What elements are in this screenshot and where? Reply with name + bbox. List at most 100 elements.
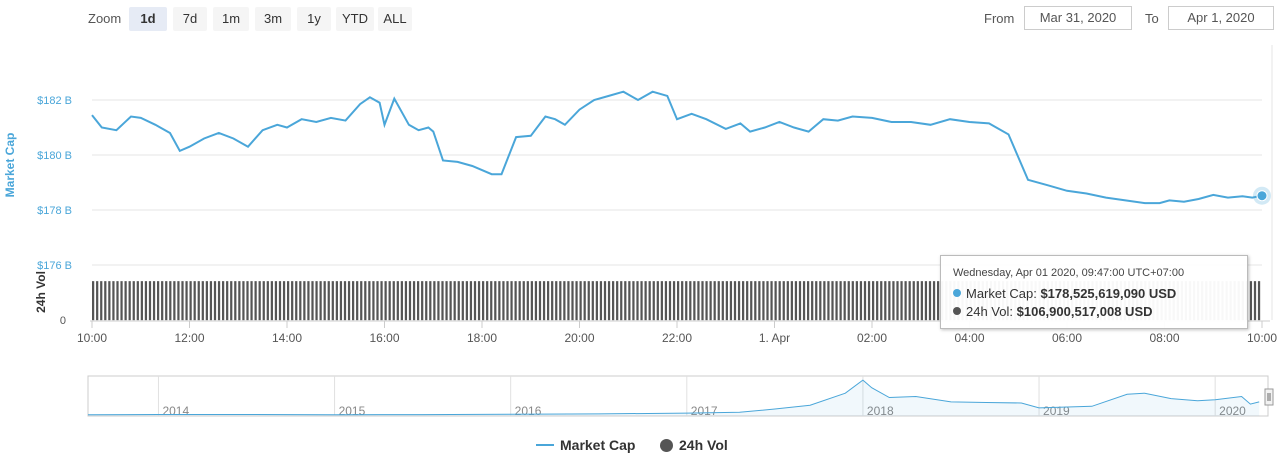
tooltip-market-cap-label: Market Cap: [966, 286, 1037, 301]
volume-bar [96, 281, 99, 321]
volume-bar [685, 281, 688, 321]
volume-bar [607, 281, 611, 321]
volume-bar [368, 281, 371, 321]
navigator-handle-icon [1264, 388, 1274, 406]
volume-bar [636, 281, 639, 321]
volume-bar [778, 281, 781, 321]
volume-bar [835, 281, 838, 321]
legend-volume-label: 24h Vol [679, 437, 728, 453]
volume-tick-label: 0 [60, 315, 66, 327]
volume-bar [347, 281, 351, 321]
y-tick-label: $182 B [37, 95, 72, 107]
legend-market-cap[interactable]: Market Cap [536, 437, 635, 453]
volume-bar [599, 281, 603, 321]
volume-bar [770, 281, 773, 321]
volume-bar [343, 281, 347, 321]
volume-bar [900, 281, 903, 321]
volume-bar [295, 281, 298, 321]
volume-bar [408, 281, 412, 321]
volume-bar [705, 281, 708, 321]
volume-bar [754, 281, 757, 321]
volume-bar [120, 281, 123, 321]
volume-bar [555, 281, 558, 321]
volume-bar [258, 281, 261, 321]
volume-bar [396, 281, 399, 321]
zoom-label: Zoom [88, 11, 122, 26]
volume-bar [908, 281, 911, 321]
volume-bar [526, 281, 529, 321]
volume-bar [327, 281, 330, 321]
volume-bar [644, 281, 647, 321]
volume-bar [790, 281, 793, 321]
volume-bar [518, 281, 521, 321]
volume-bar [624, 281, 627, 321]
volume-bar [725, 281, 728, 321]
volume-bar [660, 281, 663, 321]
volume-bar [620, 281, 623, 321]
volume-bar [197, 281, 200, 321]
volume-bar [490, 281, 493, 321]
volume-bar [169, 281, 172, 321]
zoom-button-ytd[interactable]: YTD [336, 7, 374, 31]
volume-bar [916, 281, 919, 321]
volume-bar [823, 281, 826, 321]
x-tick-label: 10:00 [77, 331, 107, 345]
volume-bar [287, 281, 290, 321]
y-tick-label: $176 B [37, 260, 72, 272]
volume-bar [701, 281, 704, 321]
volume-bar [404, 281, 408, 321]
market-cap-line [91, 90, 1263, 205]
volume-bar [648, 281, 651, 321]
volume-bar [522, 281, 525, 321]
zoom-button-1d[interactable]: 1d [129, 7, 167, 31]
volume-bar [112, 281, 115, 321]
volume-bar [148, 281, 152, 321]
x-tick-label: 10:00 [1247, 331, 1277, 345]
volume-bar [677, 281, 680, 321]
y-tick-label: $180 B [37, 150, 72, 162]
volume-bar [888, 281, 891, 321]
volume-bar [843, 281, 846, 321]
legend-volume[interactable]: 24h Vol [660, 437, 728, 453]
volume-bar [360, 281, 363, 321]
volume-bar [595, 281, 598, 321]
from-date-input[interactable]: Mar 31, 2020 [1024, 6, 1132, 30]
volume-bar [758, 281, 761, 321]
volume-bar [567, 281, 570, 321]
volume-bar [510, 281, 513, 321]
volume-bar [542, 281, 546, 321]
volume-bar [417, 281, 420, 321]
volume-bar [433, 281, 436, 321]
volume-bar [445, 281, 448, 321]
zoom-button-1m[interactable]: 1m [213, 7, 249, 31]
zoom-button-3m[interactable]: 3m [255, 7, 291, 31]
volume-bar [205, 281, 208, 321]
volume-bar [802, 281, 806, 321]
volume-bar [762, 281, 765, 321]
volume-bar [697, 281, 700, 321]
volume-bar [815, 281, 818, 321]
x-tick-label: 16:00 [369, 331, 399, 345]
legend-market-cap-label: Market Cap [560, 437, 636, 453]
zoom-button-1y[interactable]: 1y [297, 7, 331, 31]
volume-bar [412, 281, 416, 321]
volume-bar [315, 281, 318, 321]
volume-bar [473, 281, 477, 321]
volume-bar [291, 281, 294, 321]
volume-bar [876, 281, 879, 321]
volume-bar [904, 281, 907, 321]
y-tick-label: $178 B [37, 205, 72, 217]
volume-bar [547, 281, 550, 321]
volume-bar [250, 281, 253, 321]
tooltip-volume-value: $106,900,517,008 USD [1016, 304, 1153, 319]
x-tick-label: 18:00 [467, 331, 497, 345]
zoom-button-7d[interactable]: 7d [173, 7, 207, 31]
volume-bar [579, 281, 582, 321]
volume-bar [786, 281, 789, 321]
volume-bar [746, 281, 749, 321]
to-date-input[interactable]: Apr 1, 2020 [1168, 6, 1274, 30]
volume-bar [128, 281, 131, 321]
zoom-button-all[interactable]: ALL [378, 7, 412, 31]
x-tick-label: 14:00 [272, 331, 302, 345]
